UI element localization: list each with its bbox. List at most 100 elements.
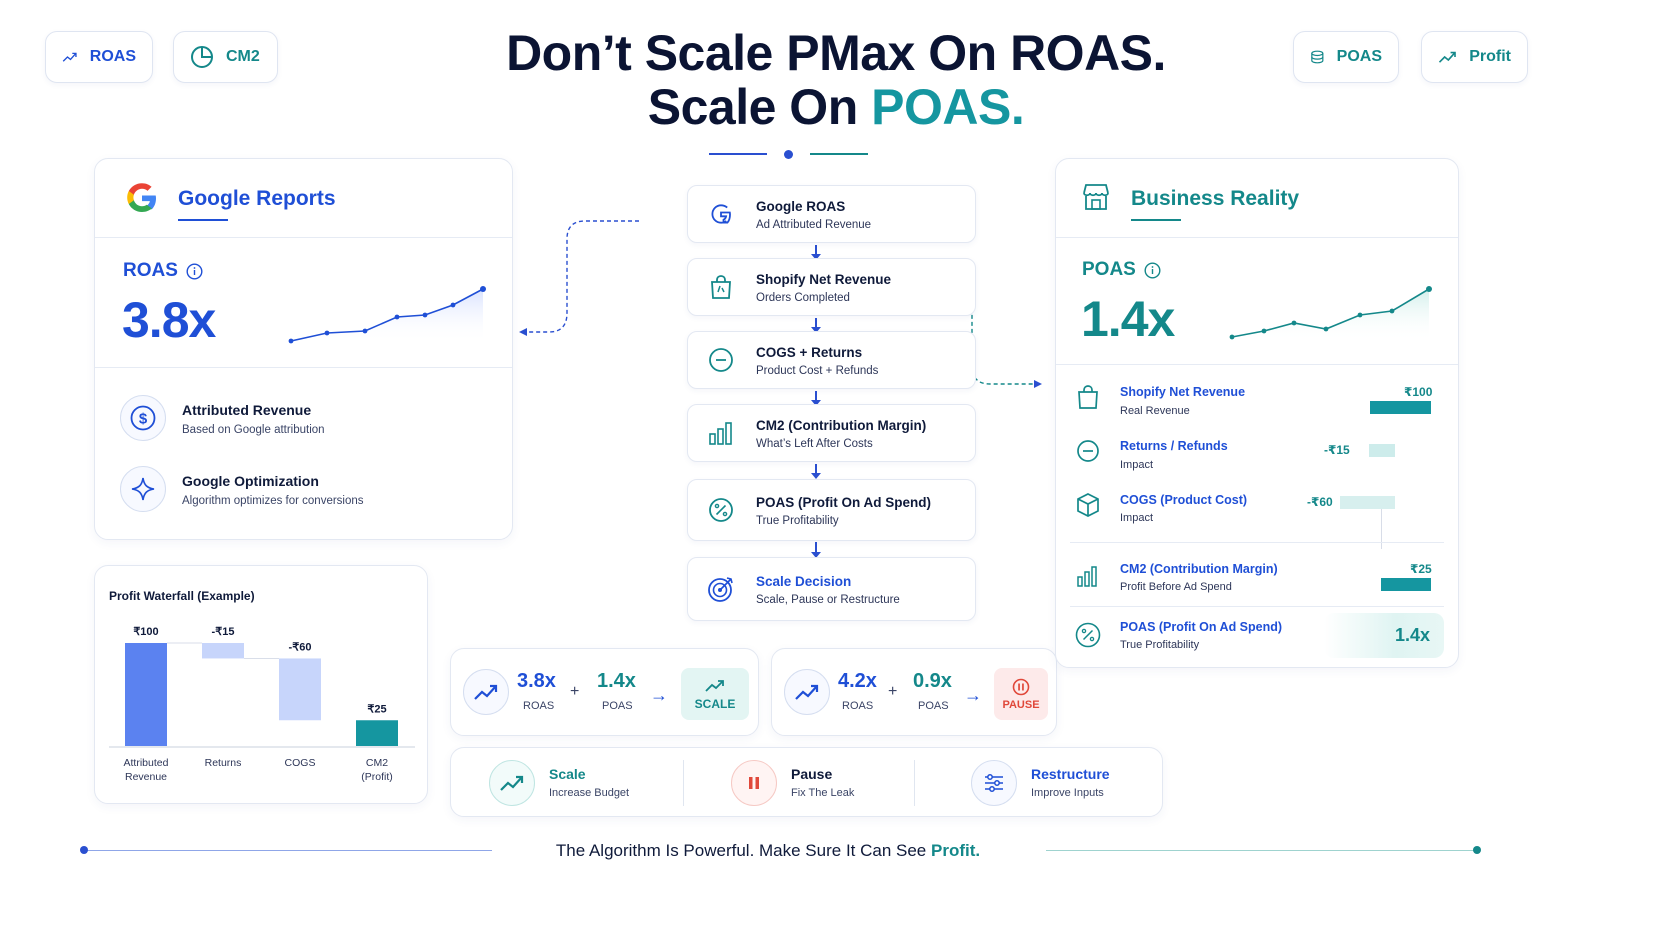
row-value: -₹15 <box>1324 443 1350 457</box>
scale-result-badge: SCALE <box>681 668 749 720</box>
waterfall-title: Profit Waterfall (Example) <box>109 589 255 603</box>
headline-line-2-prefix: Scale On <box>647 79 872 135</box>
scale-action-title[interactable]: Scale <box>549 766 586 782</box>
title-underline <box>178 219 228 221</box>
business-reality-title: Business Reality <box>1131 187 1300 210</box>
row-value: ₹100 <box>1404 385 1433 399</box>
headline-line-2: Scale On POAS. <box>0 78 1672 136</box>
pause-action-title[interactable]: Pause <box>791 766 833 782</box>
footer-tagline-prefix: The Algorithm Is Powerful. Make Sure It … <box>555 841 931 860</box>
roas-metric-label: ROAS <box>123 260 178 281</box>
waterfall-value-label: -₹15 <box>212 626 235 638</box>
business-reality-card: Business Reality POAS 1.4x Shopify Net R… <box>1055 158 1459 668</box>
flow-step-cogs-returns[interactable]: COGS + Returns Product Cost + Refunds <box>687 331 976 389</box>
waterfall-category-label: CM2 <box>366 757 388 769</box>
waterfall-category-label: Revenue <box>125 771 167 783</box>
flow-step-subtitle: Scale, Pause or Restructure <box>756 594 900 606</box>
flow-step-title: Shopify Net Revenue <box>756 272 892 287</box>
restructure-action-title[interactable]: Restructure <box>1031 766 1110 782</box>
flow-step-subtitle: True Profitability <box>756 515 839 527</box>
flow-step-poas[interactable]: POAS (Profit On Ad Spend) True Profitabi… <box>687 479 976 541</box>
google-reports-title: Google Reports <box>178 187 336 210</box>
headline-divider <box>810 153 868 155</box>
attributed-revenue-title: Attributed Revenue <box>182 402 312 418</box>
flow-step-scale-decision[interactable]: Scale Decision Scale, Pause or Restructu… <box>687 557 976 621</box>
cm2-pill-label: CM2 <box>226 48 260 65</box>
scale-action-icon[interactable] <box>489 760 535 806</box>
waterfall-category-label: Attributed <box>124 757 169 769</box>
flow-step-google-roas[interactable]: Google ROAS Ad Attributed Revenue <box>687 185 976 243</box>
target-icon <box>708 577 733 602</box>
title-underline <box>1131 219 1181 221</box>
decision-card-scale: 3.8x ROAS + 1.4x POAS → SCALE <box>450 648 759 736</box>
waterfall-chart: ₹100 Attributed Revenue -₹15 Returns -₹60 COGS… <box>109 626 415 783</box>
divider <box>1056 237 1458 238</box>
sliders-icon[interactable] <box>971 760 1017 806</box>
waterfall-value-label: -₹60 <box>289 641 312 653</box>
headline-line-1: Don’t Scale PMax On ROAS. <box>506 25 1166 81</box>
bar-chart-icon <box>1077 566 1097 587</box>
footer-tagline-accent: Profit. <box>931 841 981 860</box>
info-icon[interactable] <box>186 262 203 280</box>
roas-pill[interactable]: ROAS <box>45 31 153 83</box>
headline-divider <box>709 153 767 155</box>
stack-coins-icon <box>1311 50 1324 64</box>
divider <box>95 367 512 368</box>
divider <box>1070 542 1444 543</box>
row-value: -₹60 <box>1307 495 1333 509</box>
svg-text:$: $ <box>139 411 148 428</box>
row-value: ₹25 <box>1410 562 1432 576</box>
trend-up-icon <box>705 679 724 692</box>
trend-up-icon <box>1438 51 1456 63</box>
flow-arrow <box>811 464 821 479</box>
row-subtitle: Impact <box>1120 459 1154 471</box>
minus-circle-icon <box>1077 440 1099 462</box>
divider <box>1070 606 1444 607</box>
roas-metric-label-row: ROAS <box>123 260 203 282</box>
scale-result-label: SCALE <box>694 696 736 711</box>
row-title: COGS (Product Cost) <box>1120 493 1248 507</box>
row-title: Returns / Refunds <box>1120 439 1228 453</box>
poas-pill-label: POAS <box>1336 48 1382 65</box>
google-optimization-title: Google Optimization <box>182 473 319 489</box>
flow-step-title: CM2 (Contribution Margin) <box>756 418 927 433</box>
waterfall-bar <box>202 643 244 659</box>
flow-step-subtitle: Product Cost + Refunds <box>756 365 879 377</box>
flow-arrow <box>811 245 821 260</box>
plus-sign: + <box>570 683 580 700</box>
flow-step-subtitle: Orders Completed <box>756 292 850 304</box>
google-logo-icon <box>127 183 156 212</box>
dollar-coin-icon: $ <box>120 395 166 441</box>
pause-result-label: PAUSE <box>1002 698 1040 711</box>
poas-highlight <box>1324 613 1444 658</box>
percent-circle-icon <box>709 498 733 522</box>
bar-chart-icon <box>709 422 732 445</box>
flow-step-shopify-net-revenue[interactable]: Shopify Net Revenue Orders Completed <box>687 258 976 316</box>
waterfall-bar <box>356 720 398 746</box>
attributed-revenue-subtitle: Based on Google attribution <box>182 424 325 436</box>
info-icon[interactable] <box>1144 261 1161 279</box>
divider <box>914 760 915 806</box>
trend-up-icon <box>463 669 509 715</box>
flow-step-cm2[interactable]: CM2 (Contribution Margin) What’s Left Af… <box>687 404 976 462</box>
decision-poas-value: 0.9x <box>913 670 952 692</box>
arrow-right-icon: → <box>650 685 668 705</box>
revenue-bar <box>1370 401 1431 414</box>
shopping-bag-icon <box>1078 385 1098 409</box>
poas-pill[interactable]: POAS <box>1293 31 1399 83</box>
profit-waterfall-card: Profit Waterfall (Example) ₹100 Attribute… <box>94 565 428 804</box>
poas-metric-value: 1.4x <box>1081 291 1175 347</box>
flow-step-subtitle: Ad Attributed Revenue <box>756 219 872 231</box>
poas-sparkline <box>1229 286 1432 341</box>
cm2-pill[interactable]: CM2 <box>173 31 278 83</box>
pause-action-icon[interactable] <box>731 760 777 806</box>
decision-poas-label: POAS <box>602 700 633 712</box>
decision-poas-label: POAS <box>918 700 949 712</box>
connector-roas-to-google <box>519 220 639 336</box>
row-value: 1.4x <box>1395 625 1431 645</box>
waterfall-bar <box>279 658 321 721</box>
headline-divider-dot <box>784 150 793 159</box>
profit-pill[interactable]: Profit <box>1421 31 1528 83</box>
sparkle-icon <box>120 466 166 512</box>
footer-dot-right <box>1473 846 1481 854</box>
